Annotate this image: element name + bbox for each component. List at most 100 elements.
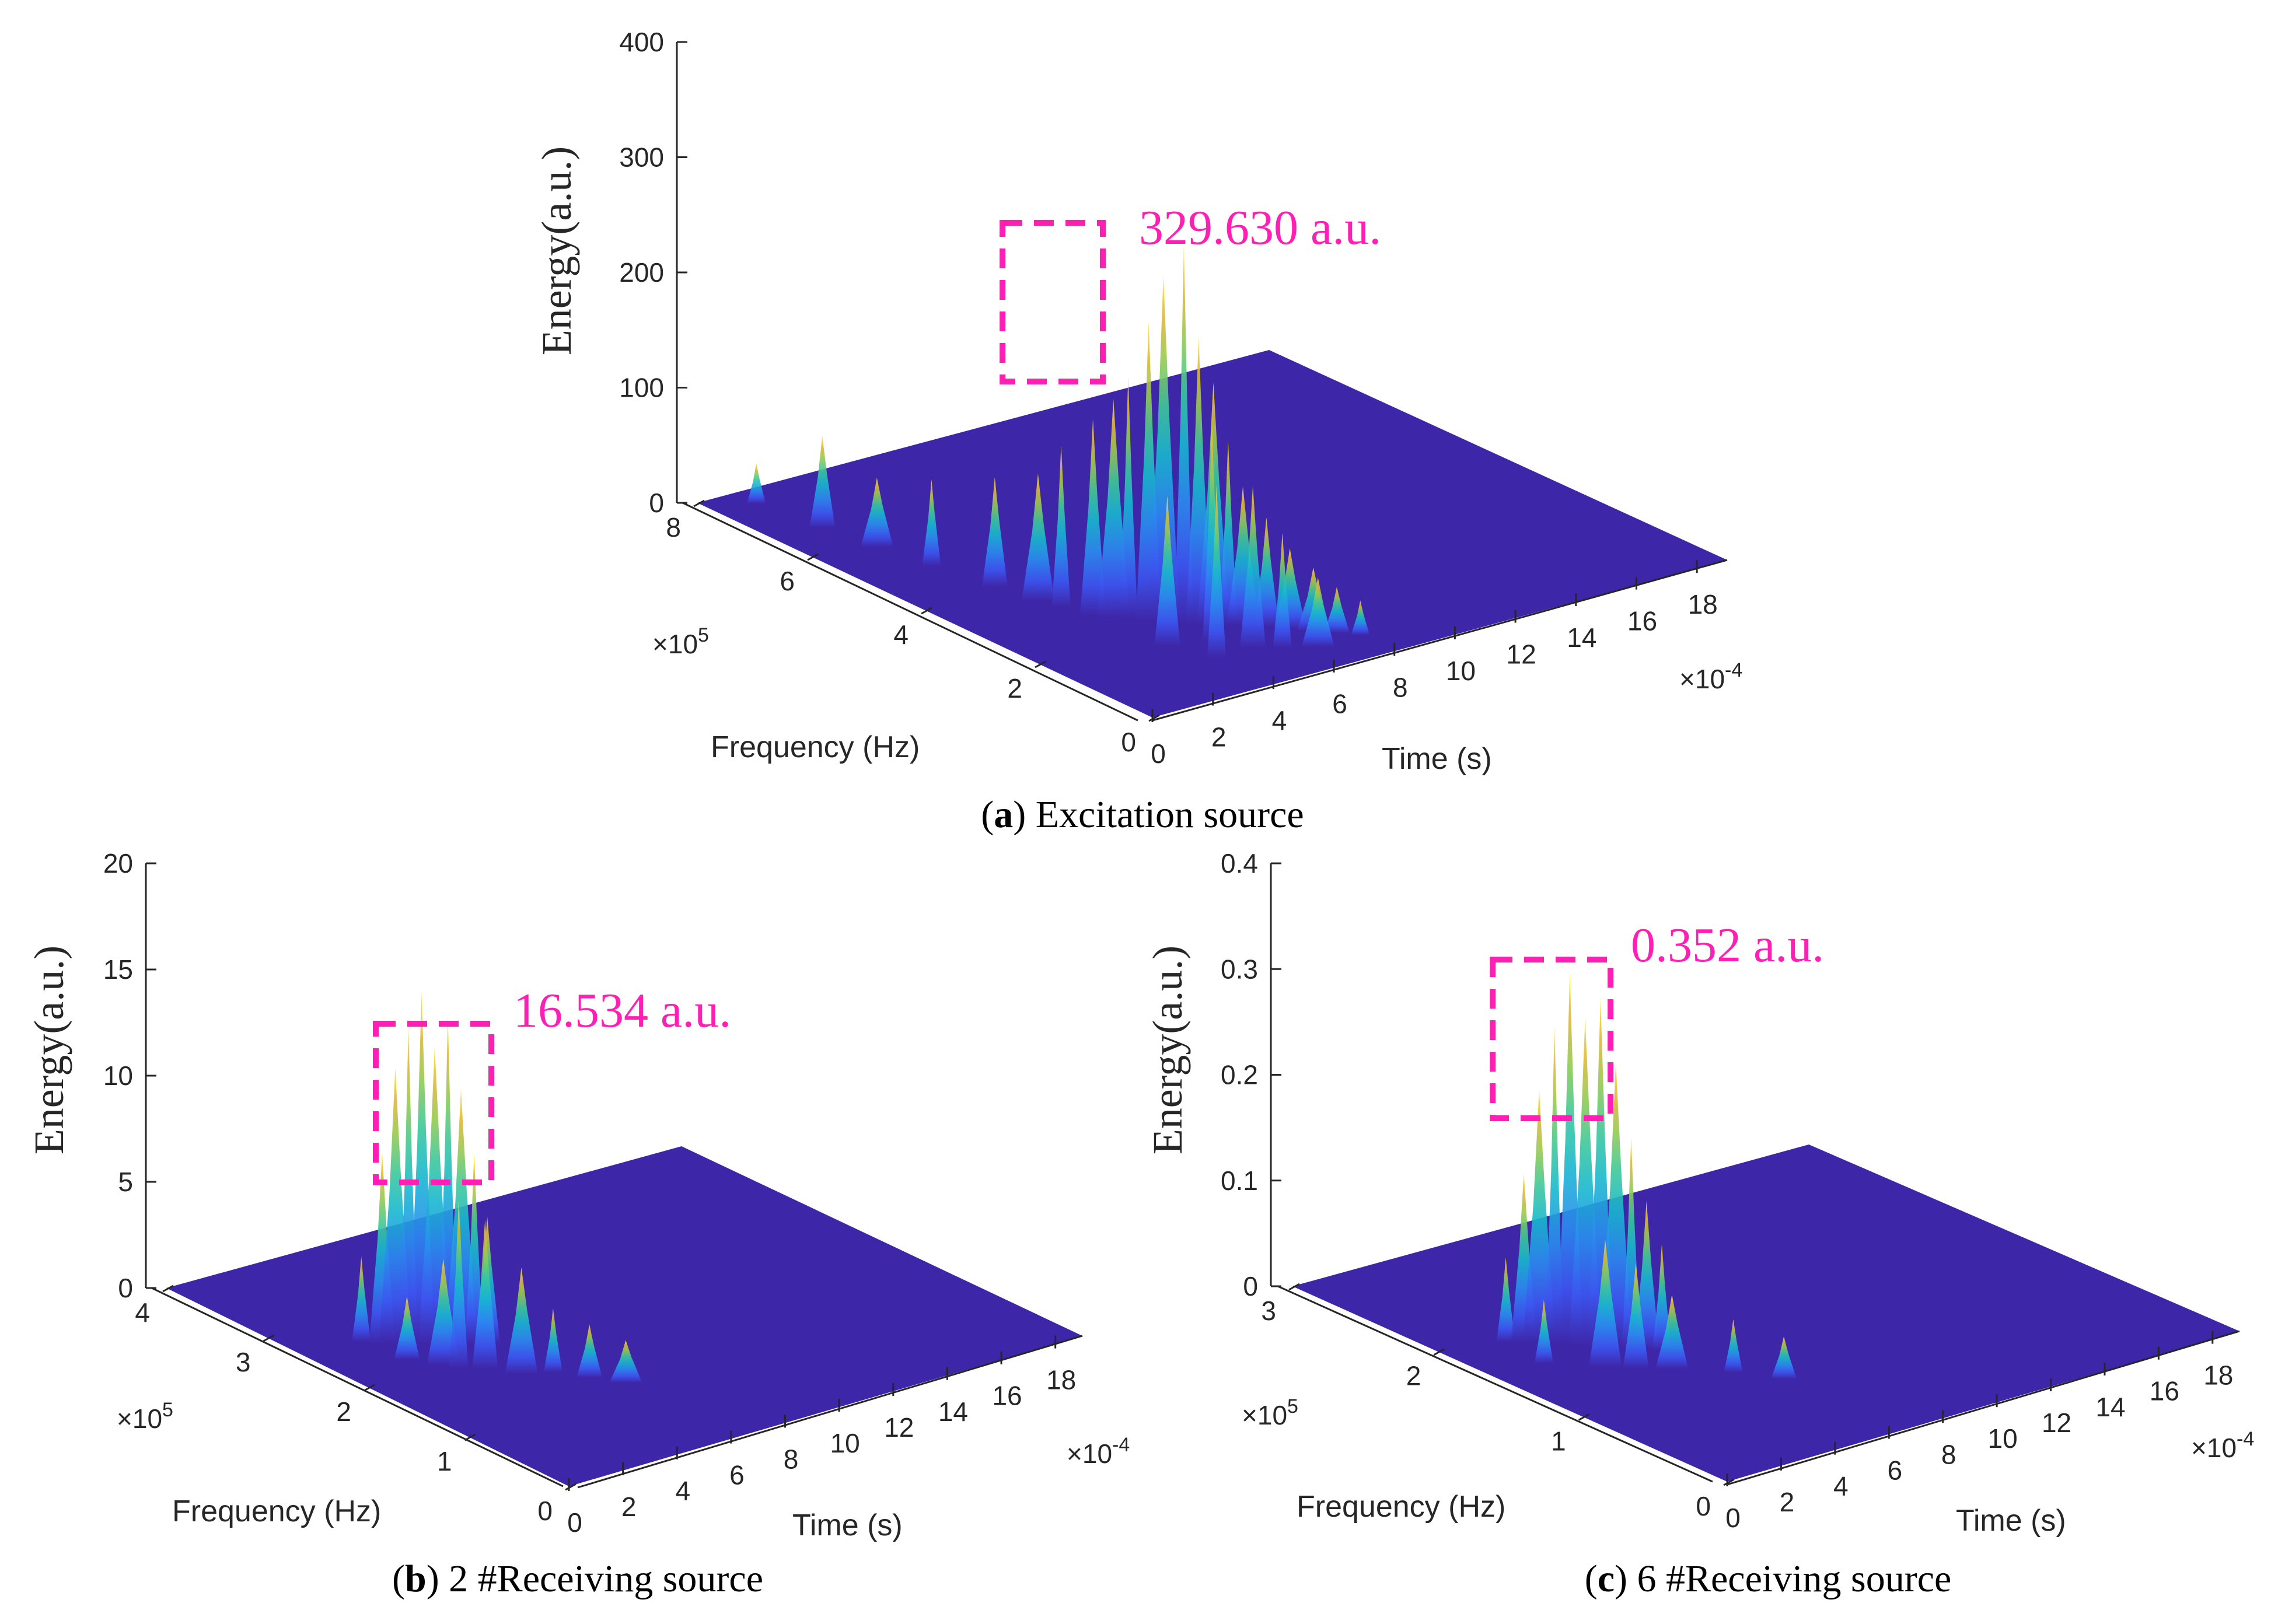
panel-b-peak-box [373,1021,494,1185]
surface-spike [1051,445,1071,607]
surface-spike [1301,578,1334,647]
y-tick-label: 2 [336,1396,351,1427]
surface-spike [1534,1300,1553,1363]
x-tick-label: 16 [1627,606,1657,636]
y-tick-label: 3 [1261,1296,1276,1326]
surface-spike [1652,1244,1672,1350]
surface-spike [1080,419,1106,615]
z-tick-label: 0 [1243,1271,1258,1301]
surface-spike [809,436,836,528]
surface-spike [860,478,893,547]
surface-spike [1174,244,1193,624]
surface-spike [609,1340,642,1383]
surface-spike [1218,440,1238,625]
x-tick-label: 12 [2042,1408,2071,1438]
x-tick-label: 0 [1725,1503,1741,1533]
panel-b-caption: (b) 2 #Receiving source [392,1558,763,1600]
surface-spike [1351,600,1370,635]
panel-c-peak-box [1490,957,1613,1121]
panel-a-ticks: 0 100 200 300 400 0 2 4 6 8 10 12 14 16 18 0 2 4 6 8 [619,27,1717,769]
y-tick-label: 3 [236,1347,251,1377]
y-tick-label: 6 [780,566,795,596]
surface-spike [981,477,1008,587]
x-tick-label: 10 [830,1428,860,1458]
surface-spike [1724,1319,1743,1373]
panel-a-caption: (a) Excitation source [981,793,1304,836]
z-tick-label: 15 [103,954,133,985]
surface-spike [394,1296,420,1360]
x-tick-label: 18 [2203,1360,2233,1391]
y-tick-label: 2 [1007,673,1022,704]
surface-spike [747,463,766,504]
z-tick-label: 0 [118,1273,133,1303]
panel-a-zlabel: Energy(a.u.) [533,146,580,356]
z-tick-label: 10 [103,1060,133,1091]
panel-a-xlabel: Time (s) [1382,742,1492,776]
panel-c-y-exponent: ×105 [1242,1395,1298,1430]
x-tick-label: 4 [1833,1471,1849,1502]
panel-a-ylabel: Frequency (Hz) [711,730,920,764]
surface-spike [577,1324,603,1378]
z-tick-label: 5 [118,1167,133,1197]
x-tick-label: 10 [1446,656,1476,686]
y-tick-label: 0 [1121,727,1136,757]
panel-b-xlabel: Time (s) [792,1508,903,1542]
surface-spike [505,1267,538,1374]
y-tick-label: 8 [666,512,681,542]
z-tick-label: 0.1 [1221,1166,1258,1196]
panel-c-peak-label: 0.352 a.u. [1631,918,1824,972]
surface-spike [464,1153,484,1345]
x-tick-label: 2 [1211,722,1227,752]
x-tick-label: 8 [1393,672,1408,702]
z-tick-label: 0.4 [1221,848,1258,878]
z-tick-label: 0.3 [1221,954,1258,984]
y-tick-label: 0 [1696,1491,1711,1521]
x-tick-label: 2 [621,1492,637,1522]
y-tick-label: 1 [1551,1426,1566,1456]
z-tick-label: 300 [619,142,664,173]
panel-c-xlabel: Time (s) [1956,1504,2066,1538]
x-tick-label: 12 [884,1412,914,1443]
x-tick-label: 6 [729,1460,745,1490]
z-tick-label: 200 [619,257,664,288]
surface-spike [1545,1027,1564,1344]
x-tick-label: 14 [2095,1392,2125,1422]
x-tick-label: 0 [1151,738,1166,769]
x-tick-label: 12 [1507,639,1536,669]
z-tick-label: 0 [649,488,664,518]
panel-b-x-exponent: ×10-4 [1067,1434,1130,1469]
panel-c-zlabel: Energy(a.u.) [1144,946,1191,1155]
x-tick-label: 8 [784,1444,799,1474]
panel-a-y-exponent: ×105 [652,624,709,659]
surface-spike [1588,1240,1622,1367]
y-tick-label: 4 [135,1297,150,1328]
surface-spike [449,1198,469,1368]
surface-spike [352,1256,371,1342]
surface-spike [1771,1336,1797,1379]
panel-c-caption: (c) 6 #Receiving source [1585,1558,1952,1600]
x-tick-label: 10 [1988,1423,2018,1454]
y-tick-label: 4 [893,620,909,650]
z-tick-label: 0.2 [1221,1060,1258,1090]
panel-b-peak-label: 16.534 a.u. [513,984,731,1038]
y-tick-label: 2 [1406,1361,1421,1391]
surface-spike [1021,473,1054,601]
surface-spike [922,480,941,566]
surface-spike [1119,376,1138,618]
x-tick-label: 18 [1688,589,1718,620]
y-tick-label: 0 [537,1496,553,1526]
panel-b-zlabel: Energy(a.u.) [26,946,72,1155]
surface-spike [1147,275,1180,621]
x-tick-label: 2 [1780,1487,1795,1517]
x-tick-label: 0 [567,1507,582,1538]
x-tick-label: 16 [2150,1376,2179,1406]
panel-c-ylabel: Frequency (Hz) [1297,1490,1505,1524]
surface-spike [543,1308,562,1373]
surface-spike [1207,484,1226,658]
x-tick-label: 14 [938,1396,968,1427]
